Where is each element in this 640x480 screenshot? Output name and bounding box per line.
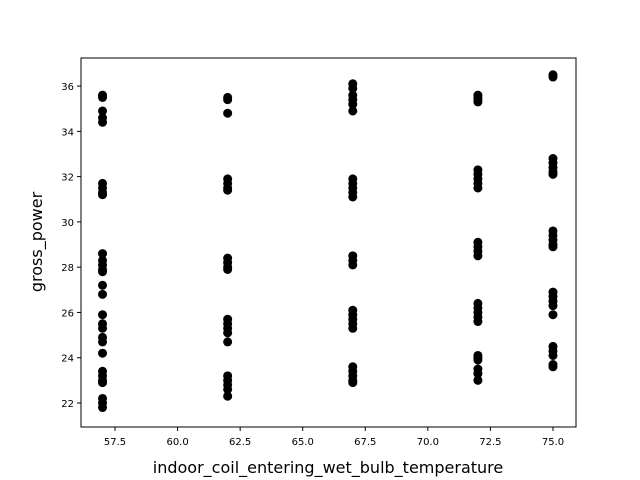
y-tick-label: 30 [61,218,74,229]
point [473,251,483,261]
point [98,348,108,358]
point [223,264,233,274]
x-tick-label: 60.0 [166,437,188,448]
y-tick-label: 32 [61,173,74,184]
plot-frame [80,57,577,428]
point [548,72,558,82]
point [348,378,358,388]
y-tick-label: 22 [61,399,74,410]
point [473,369,483,379]
point [98,280,108,290]
x-tick-label: 75.0 [542,437,564,448]
x-tick-label: 57.5 [104,437,126,448]
point [473,317,483,327]
point [548,362,558,372]
point [548,242,558,252]
point [548,350,558,360]
x-tick-label: 62.5 [229,437,251,448]
point [98,190,108,200]
point [348,83,358,93]
point [223,328,233,338]
point [98,249,108,259]
point [223,337,233,347]
y-tick-label: 28 [61,263,74,274]
point [223,185,233,195]
point [548,169,558,179]
point [223,384,233,394]
point [548,310,558,320]
point [98,403,108,413]
point [98,289,108,299]
point [548,301,558,311]
x-tick-label: 67.5 [354,437,376,448]
point [473,97,483,107]
point [223,391,233,401]
y-tick-label: 34 [61,127,74,138]
point [223,95,233,105]
y-axis-label: gross_power [27,191,47,292]
point [98,337,108,347]
point [98,267,108,277]
y-tick-label: 24 [61,354,74,365]
point [348,99,358,109]
point [98,310,108,320]
point [473,355,483,365]
y-tick-label: 36 [61,82,74,93]
point [473,375,483,385]
point [98,323,108,333]
y-tick-label: 26 [61,308,74,319]
point [98,106,108,116]
x-tick-label: 70.0 [417,437,439,448]
point [348,106,358,116]
point [98,92,108,102]
point [473,183,483,193]
x-tick-label: 72.5 [479,437,501,448]
point [98,378,108,388]
x-axis-label: indoor_coil_entering_wet_bulb_temperatur… [153,458,503,478]
point [348,192,358,202]
point [98,117,108,127]
x-tick-label: 65.0 [292,437,314,448]
point [223,108,233,118]
point [348,260,358,270]
point [348,323,358,333]
